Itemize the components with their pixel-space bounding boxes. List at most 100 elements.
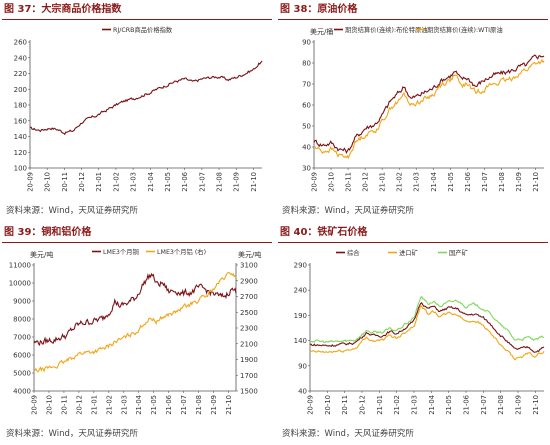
- y-right-tick-label: 1900: [240, 356, 258, 364]
- source-note: 资料来源：Wind，天风证券研究所: [282, 206, 414, 216]
- copper-aluminum-chart: 4000 5000 6000 7000 8000 9000 10000 11000 1500 17…: [9, 247, 262, 415]
- x-tick-label: 21-04: [135, 395, 143, 415]
- y-right-tick-label: 3100: [240, 262, 258, 270]
- x-tick-label: 21-07: [480, 395, 488, 415]
- y-right-tick-label: 2900: [240, 277, 258, 285]
- x-tick-label: 21-05: [164, 172, 172, 192]
- y-tick-label: 6000: [13, 352, 31, 360]
- y-right-tick-label: 2500: [240, 309, 258, 317]
- title-underline: [2, 19, 272, 20]
- legend-label: LME3个月铝 (右): [157, 247, 206, 256]
- y-tick-label: 7000: [13, 334, 31, 342]
- x-tick-label: 20-09: [307, 395, 315, 415]
- y-right-tick-label: 2700: [240, 293, 258, 301]
- y-right-tick-label: 2300: [240, 325, 258, 333]
- y-tick-label: 40: [302, 144, 311, 152]
- x-tick-label: 21-03: [120, 395, 128, 415]
- iron-ore-chart: 40 90 140 190 240 290 20-09 20-10 20-11 20-12 21-0…: [294, 248, 545, 415]
- x-tick-label: 20-12: [75, 395, 83, 415]
- y-tick-label: 240: [14, 54, 27, 62]
- chart-title: 图 38：原油价格: [280, 4, 358, 15]
- x-tick-label: 21-04: [147, 172, 155, 192]
- title-underline: [2, 242, 272, 243]
- y-tick-label: 140: [294, 337, 307, 345]
- x-tick-label: 21-09: [210, 395, 218, 415]
- legend-label: 综合: [347, 248, 360, 257]
- series-line: [310, 295, 545, 344]
- x-tick-label: 21-10: [225, 395, 233, 415]
- crude-oil-chart: 30 40 50 60 70 80 90 美元/桶 20-09 20-10 20-11 20-12 21…: [302, 25, 545, 192]
- y-tick-label: 180: [14, 102, 27, 110]
- chart-panel: 图 38：原油价格 30 40 50 60 70 80 90 美元/桶 20-09 20-10 20…: [276, 0, 550, 222]
- y-tick-label: 260: [14, 39, 27, 47]
- x-tick-label: 21-08: [195, 395, 203, 415]
- series-line: [313, 58, 545, 160]
- legend-label: 国产矿: [449, 248, 468, 257]
- y-tick-label: 9000: [13, 298, 31, 306]
- x-tick-label: 21-02: [112, 172, 120, 192]
- y-tick-label: 10000: [9, 280, 31, 288]
- y-tick-label: 11000: [9, 262, 31, 270]
- legend-label: 进口矿: [399, 248, 418, 257]
- x-tick-label: 20-09: [31, 395, 39, 415]
- x-tick-label: 21-05: [150, 395, 158, 415]
- x-tick-label: 20-11: [61, 172, 69, 192]
- x-tick-label: 21-01: [376, 395, 384, 415]
- y-tick-label: 100: [14, 165, 27, 173]
- y-tick-label: 160: [14, 117, 27, 125]
- x-tick-label: 21-01: [379, 172, 387, 192]
- x-tick-label: 21-10: [532, 395, 540, 415]
- y-tick-label: 60: [302, 102, 311, 110]
- source-note: 资料来源：Wind，天风证券研究所: [6, 429, 138, 439]
- y-tick-label: 40: [298, 388, 307, 396]
- x-tick-label: 20-09: [27, 172, 35, 192]
- x-tick-label: 20-10: [44, 172, 52, 192]
- x-tick-label: 21-10: [532, 172, 540, 192]
- chart-title: 图 40：铁矿石价格: [280, 227, 368, 238]
- y-tick-label: 200: [14, 86, 27, 94]
- x-tick-label: 21-07: [481, 172, 489, 192]
- x-tick-label: 21-08: [216, 172, 224, 192]
- x-tick-label: 20-12: [78, 172, 86, 192]
- x-tick-label: 21-10: [250, 172, 258, 192]
- legend-label: LME3个月铜: [103, 247, 139, 256]
- legend-label: RJ/CRB商品价格指数: [113, 25, 173, 34]
- y-right-tick-label: 1500: [240, 388, 258, 396]
- chart-title: 图 37：大宗商品价格指数: [4, 4, 122, 15]
- x-tick-label: 21-05: [445, 395, 453, 415]
- x-tick-label: 21-06: [181, 172, 189, 192]
- x-tick-label: 21-01: [90, 395, 98, 415]
- y-tick-label: 50: [302, 123, 311, 131]
- y-axis-label: 美元/桶: [310, 27, 333, 36]
- x-tick-label: 21-06: [463, 395, 471, 415]
- x-tick-label: 20-11: [341, 395, 349, 415]
- y-tick-label: 80: [302, 60, 311, 68]
- y-tick-label: 5000: [13, 370, 31, 378]
- y-tick-label: 4000: [13, 388, 31, 396]
- x-tick-label: 21-03: [130, 172, 138, 192]
- y-tick-label: 30: [302, 165, 311, 173]
- x-tick-label: 21-02: [393, 395, 401, 415]
- chart-panel: 图 39：铜和铝价格 4000 5000 6000 7000 8000 9000 10000…: [0, 223, 274, 445]
- y-tick-label: 90: [298, 362, 307, 370]
- x-tick-label: 21-02: [396, 172, 404, 192]
- y-tick-label: 8000: [13, 316, 31, 324]
- y-tick-label: 220: [14, 70, 27, 78]
- y-tick-label: 140: [14, 133, 27, 141]
- series-line: [33, 272, 237, 346]
- x-tick-label: 20-12: [359, 395, 367, 415]
- x-tick-label: 20-11: [60, 395, 68, 415]
- commodity-index-chart: 100 120 140 160 180 200 220 240 260 20-09 20-10 20-…: [14, 25, 263, 192]
- x-tick-label: 21-02: [105, 395, 113, 415]
- series-line: [33, 271, 237, 373]
- series-line: [309, 304, 545, 361]
- y-tick-label: 290: [294, 262, 307, 270]
- x-tick-label: 20-12: [362, 172, 370, 192]
- x-tick-label: 20-10: [324, 395, 332, 415]
- title-underline: [278, 19, 548, 20]
- x-tick-label: 21-04: [428, 395, 436, 415]
- x-tick-label: 21-07: [198, 172, 206, 192]
- y-tick-label: 120: [14, 149, 27, 157]
- chart-panel: 图 37：大宗商品价格指数 100 120 140 160 180 200 220 240 26…: [0, 0, 274, 222]
- source-note: 资料来源：Wind，天风证券研究所: [6, 206, 138, 216]
